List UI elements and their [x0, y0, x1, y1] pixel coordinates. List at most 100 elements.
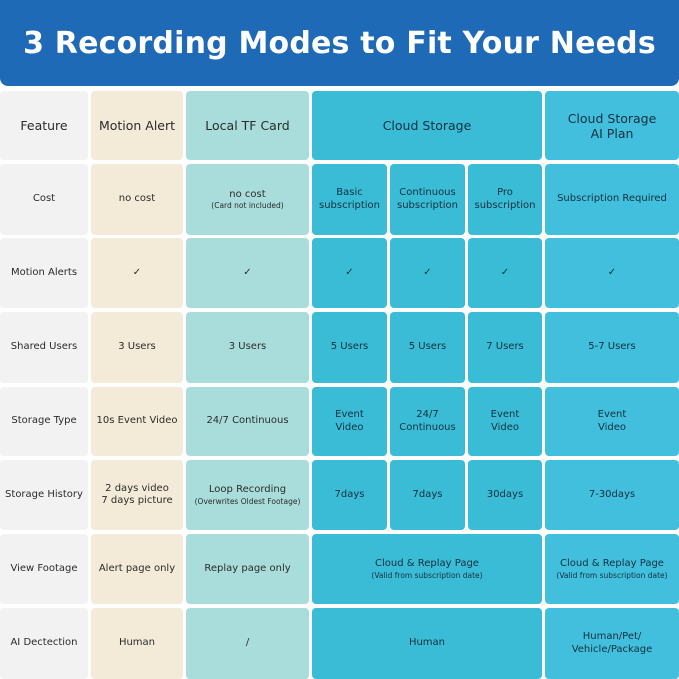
cell-text: 5 Users	[330, 341, 369, 353]
table-cell: Cloud & Replay Page (Valid from subscript…	[312, 534, 542, 604]
row-label: Storage History	[0, 460, 88, 530]
cell-text: 3 Users	[118, 341, 156, 353]
table-cell: ✓	[390, 238, 465, 308]
header-cell: Motion Alert	[91, 91, 183, 160]
cell-text: Video	[597, 421, 627, 433]
table-cell: ✓	[468, 238, 542, 308]
cell-text: 7 days picture	[101, 495, 173, 506]
cell-text: 5 Users	[408, 341, 447, 353]
cell-text: 2 days video	[105, 482, 169, 494]
table-cell: no cost	[91, 164, 183, 235]
table-cell: Subscription Required	[545, 164, 679, 235]
row-label: Shared Users	[0, 312, 88, 383]
table-cell: Event Video	[312, 387, 387, 456]
cell-text: 3 Users	[228, 341, 267, 353]
row-label: Motion Alerts	[0, 238, 88, 308]
cell-text: 30days	[486, 488, 524, 500]
cell-note: (Overwrites Oldest Footage)	[194, 496, 301, 506]
cell-text: Continuous	[399, 187, 456, 198]
table-cell: Human	[312, 608, 542, 679]
cell-text: subscription	[319, 199, 380, 211]
cell-text: Continuous	[399, 421, 456, 433]
table-cell: 3 Users	[186, 312, 309, 383]
cell-text: Human	[408, 637, 446, 649]
table-cell: 7 Users	[468, 312, 542, 383]
table-cell: 3 Users	[91, 312, 183, 383]
cell-text: Video	[490, 421, 520, 433]
cell-text: Feature	[20, 118, 68, 133]
title-banner: 3 Recording Modes to Fit Your Needs	[0, 0, 679, 86]
cell-text: Storage Type	[11, 415, 77, 427]
table-cell: /	[186, 608, 309, 679]
cell-text: Cloud Storage	[382, 118, 472, 133]
table-cell: Basic subscription	[312, 164, 387, 235]
table-cell: ✓	[545, 238, 679, 308]
table-cell: ✓	[312, 238, 387, 308]
cell-text: 24/7 Continuous	[206, 415, 289, 427]
cell-text: subscription	[474, 199, 536, 211]
table-cell: Continuous subscription	[390, 164, 465, 235]
table-cell: Loop Recording (Overwrites Oldest Footage…	[186, 460, 309, 530]
cell-text: View Footage	[10, 562, 78, 574]
table-cell: 5 Users	[312, 312, 387, 383]
table-cell: 24/7 Continuous	[186, 387, 309, 456]
table-cell: Human/Pet/Vehicle/Package	[545, 608, 679, 679]
cell-text: Event	[490, 409, 520, 420]
cell-text: Event	[335, 409, 364, 420]
cell-text: ✓	[423, 266, 432, 278]
cell-text: 7-30days	[588, 488, 636, 500]
table-cell: ✓	[186, 238, 309, 308]
cell-text: Local TF Card	[205, 118, 290, 133]
table-cell: Alert page only	[91, 534, 183, 604]
row-label: Cost	[0, 164, 88, 235]
table-cell: Pro subscription	[468, 164, 542, 235]
cell-text: Cloud Storage	[567, 110, 657, 126]
cell-note: (Valid from subscription date)	[556, 570, 668, 580]
cell-text: Cloud & Replay Page	[560, 558, 664, 570]
table-cell: 7days	[312, 460, 387, 530]
cell-text: Event	[597, 409, 627, 420]
table-cell: 30days	[468, 460, 542, 530]
cell-text: ✓	[500, 266, 510, 278]
cell-note: (Valid from subscription date)	[371, 570, 483, 580]
table-cell: 2 days video 7 days picture	[91, 460, 183, 530]
cell-text: AI Dectection	[10, 637, 78, 649]
table-cell: 10s Event Video	[91, 387, 183, 456]
cell-text: Alert page only	[98, 562, 176, 574]
cell-text: Loop Recording	[208, 484, 287, 496]
cell-text: 24/7	[416, 409, 439, 420]
cell-text: Replay page only	[204, 562, 291, 574]
table-cell: 5 Users	[390, 312, 465, 383]
cell-text: Cloud & Replay Page	[375, 558, 479, 570]
cell-text: ✓	[345, 266, 354, 278]
row-label: Storage Type	[0, 387, 88, 456]
table-cell: 7-30days	[545, 460, 679, 530]
row-label: View Footage	[0, 534, 88, 604]
table-cell: Human	[91, 608, 183, 679]
cell-text: Pro	[497, 187, 513, 198]
cell-text: Human	[118, 637, 156, 649]
table-cell: Cloud & Replay Page (Valid from subscript…	[545, 534, 679, 604]
table-cell: 7days	[390, 460, 465, 530]
cell-text: Human/Pet/	[582, 631, 642, 642]
cell-text: 10s Event Video	[96, 415, 178, 427]
header-cell: Cloud Storage	[312, 91, 542, 160]
cell-text: Shared Users	[10, 341, 78, 353]
table-cell: Event Video	[468, 387, 542, 456]
cell-text: Video	[335, 421, 364, 433]
cell-text: Subscription Required	[557, 193, 667, 205]
cell-text: 7 Users	[486, 341, 524, 353]
cell-text: Vehicle/Package	[571, 643, 653, 655]
title: 3 Recording Modes to Fit Your Needs	[23, 25, 656, 61]
cell-text: Basic	[336, 187, 363, 198]
cell-text: 7days	[412, 488, 443, 500]
cell-text: AI Plan	[590, 125, 634, 141]
cell-note: (Card not included)	[211, 201, 284, 211]
cell-text: Motion Alerts	[10, 266, 78, 278]
table-cell: Event Video	[545, 387, 679, 456]
cell-text: Cost	[32, 193, 56, 205]
cell-text: Storage History	[5, 488, 83, 500]
table-cell: 5-7 Users	[545, 312, 679, 383]
table-cell: 24/7 Continuous	[390, 387, 465, 456]
